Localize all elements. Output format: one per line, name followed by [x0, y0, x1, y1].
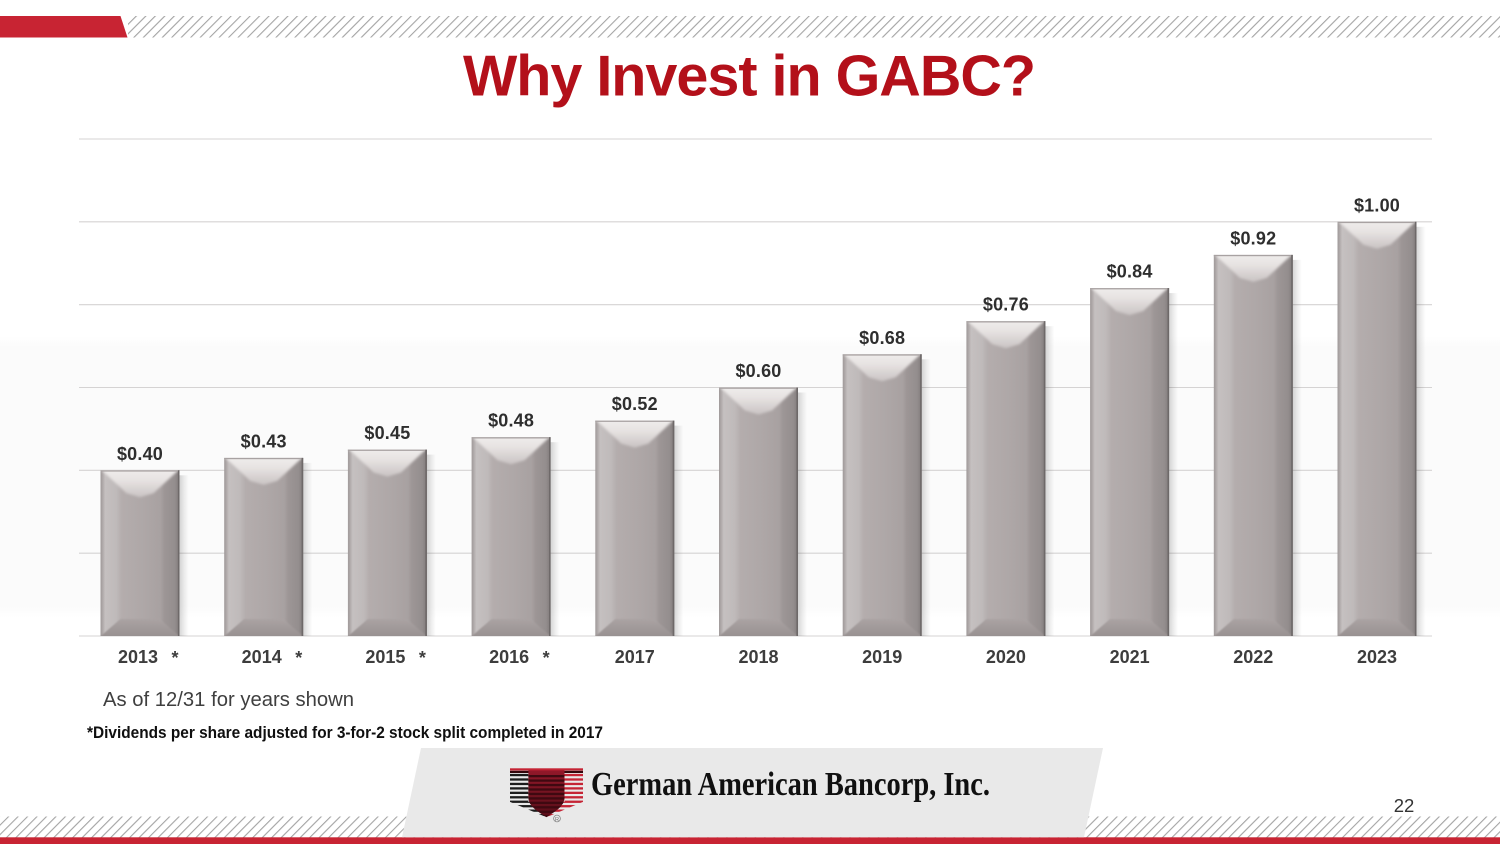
svg-text:2018: 2018	[738, 647, 778, 667]
svg-text:2019: 2019	[862, 647, 902, 667]
svg-text:$0.84: $0.84	[1107, 262, 1153, 282]
svg-text:2021: 2021	[1110, 647, 1150, 667]
svg-text:2013: 2013	[118, 647, 158, 667]
svg-text:*Dividends per share adjusted: *Dividends per share adjusted for 3-for-…	[87, 724, 603, 742]
svg-text:$0.43: $0.43	[241, 431, 287, 451]
svg-text:*: *	[543, 648, 550, 668]
svg-text:$0.45: $0.45	[364, 423, 410, 443]
svg-text:22: 22	[1394, 795, 1415, 816]
svg-text:2014: 2014	[242, 647, 282, 667]
svg-text:2023: 2023	[1357, 647, 1397, 667]
svg-text:$1.00: $1.00	[1354, 195, 1400, 215]
svg-text:2015: 2015	[365, 647, 405, 667]
svg-text:2016: 2016	[489, 647, 529, 667]
svg-text:German American Bancorp, Inc.: German American Bancorp, Inc.	[591, 766, 990, 803]
svg-text:2020: 2020	[986, 647, 1026, 667]
svg-text:*: *	[419, 648, 426, 668]
svg-text:Why Invest in GABC?: Why Invest in GABC?	[463, 45, 1035, 109]
svg-text:$0.52: $0.52	[612, 394, 658, 414]
svg-text:$0.48: $0.48	[488, 411, 534, 431]
svg-text:$0.92: $0.92	[1230, 228, 1276, 248]
svg-text:*: *	[171, 648, 178, 668]
svg-text:2022: 2022	[1233, 647, 1273, 667]
svg-text:$0.76: $0.76	[983, 295, 1029, 315]
svg-text:R: R	[555, 817, 559, 823]
svg-text:2017: 2017	[615, 647, 655, 667]
svg-text:As of 12/31 for years shown: As of 12/31 for years shown	[103, 689, 354, 711]
svg-text:$0.40: $0.40	[117, 444, 163, 464]
svg-text:*: *	[295, 648, 302, 668]
svg-text:$0.60: $0.60	[735, 361, 781, 381]
svg-text:$0.68: $0.68	[859, 328, 905, 348]
